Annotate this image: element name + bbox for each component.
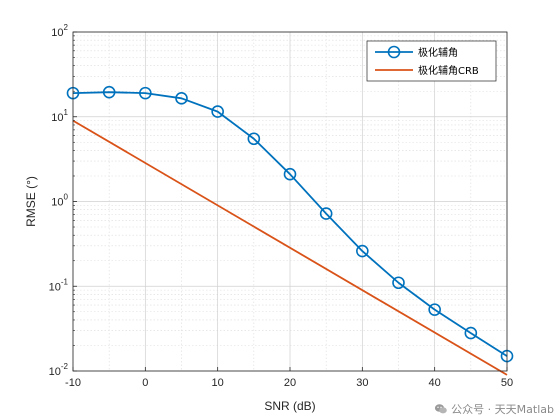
watermark-text: 公众号 · 天天Matlab bbox=[451, 403, 554, 416]
legend-box bbox=[366, 40, 497, 82]
x-tick-label: 0 bbox=[142, 377, 148, 389]
x-tick-label: 10 bbox=[212, 377, 224, 389]
x-tick-label: -10 bbox=[65, 377, 81, 389]
series-point bbox=[283, 167, 297, 181]
series-point bbox=[211, 105, 224, 118]
series-point bbox=[464, 326, 478, 340]
series-point bbox=[102, 85, 116, 99]
x-tick-label: 50 bbox=[501, 377, 513, 389]
legend-marker bbox=[387, 45, 401, 59]
series-point bbox=[319, 207, 333, 220]
y-tick-label: 100 bbox=[51, 193, 68, 209]
y-tick-label: 10-2 bbox=[49, 362, 69, 378]
series-point bbox=[247, 132, 261, 146]
series-line-1 bbox=[72, 119, 508, 376]
series-point bbox=[139, 86, 152, 100]
legend-label: 极化辅角CRB bbox=[418, 64, 479, 77]
x-tick-label: 30 bbox=[356, 377, 368, 389]
series-layer bbox=[66, 85, 514, 376]
grid-lines bbox=[72, 31, 508, 372]
x-tick-label: 40 bbox=[429, 377, 441, 389]
series-line-0 bbox=[72, 91, 508, 357]
legend-label: 极化辅角 bbox=[418, 46, 458, 59]
y-tick-label: 102 bbox=[51, 23, 68, 39]
x-axis-label: SNR (dB) bbox=[264, 399, 315, 413]
series-point bbox=[356, 244, 369, 258]
wechat-icon bbox=[435, 404, 447, 414]
y-tick-label: 101 bbox=[51, 108, 68, 124]
series-point bbox=[392, 276, 405, 290]
y-tick-label: 10-1 bbox=[49, 277, 69, 293]
watermark: 公众号 · 天天Matlab bbox=[434, 401, 554, 417]
x-tick-label: 20 bbox=[284, 377, 296, 389]
series-point bbox=[428, 303, 441, 316]
series-point bbox=[175, 92, 188, 105]
axis-ticks: -10 0 10 20 30 40 50 102 101 100 10-1 10-2 bbox=[49, 23, 514, 389]
y-axis-label: RMSE (°) bbox=[24, 176, 38, 227]
